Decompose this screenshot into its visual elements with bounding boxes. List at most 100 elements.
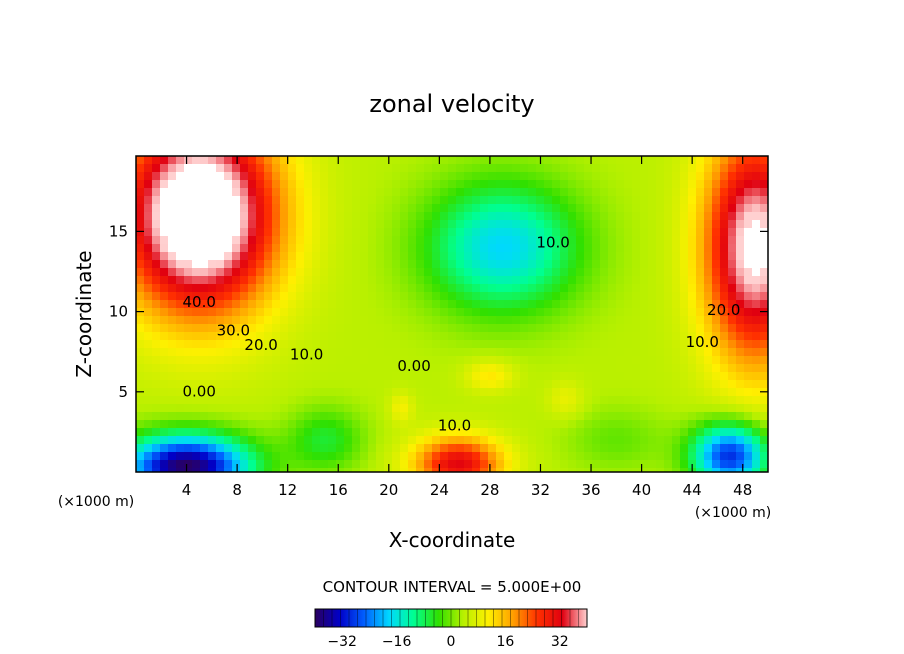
heatmap-cell [520, 252, 529, 261]
heatmap-cell [392, 436, 401, 445]
heatmap-cell [384, 396, 393, 405]
heatmap-cell [696, 324, 705, 333]
heatmap-cell [408, 380, 417, 389]
heatmap-cell [160, 260, 169, 269]
heatmap-cell [696, 156, 705, 165]
heatmap-cell [336, 420, 345, 429]
heatmap-cell [696, 268, 705, 277]
heatmap-cell [216, 228, 225, 237]
heatmap-cell [304, 212, 313, 221]
heatmap-cell [640, 348, 649, 357]
heatmap-cell [600, 428, 609, 437]
heatmap-cell [424, 156, 433, 165]
heatmap-cell [304, 172, 313, 181]
heatmap-cell [144, 364, 153, 373]
heatmap-cell [416, 340, 425, 349]
heatmap-cell [648, 220, 657, 229]
heatmap-cell [376, 444, 385, 453]
heatmap-cell [680, 204, 689, 213]
heatmap-cell [152, 164, 161, 173]
heatmap-cell [376, 300, 385, 309]
heatmap-cell [528, 236, 537, 245]
heatmap-cell [272, 316, 281, 325]
heatmap-cell [496, 260, 505, 269]
heatmap-cell [216, 284, 225, 293]
heatmap-cell [192, 212, 201, 221]
heatmap-cell [632, 180, 641, 189]
heatmap-cell [264, 468, 273, 472]
heatmap-cell [720, 212, 729, 221]
heatmap-cell [472, 164, 481, 173]
heatmap-cell [408, 308, 417, 317]
heatmap-cell [392, 300, 401, 309]
heatmap-cell [712, 268, 721, 277]
heatmap-cell [512, 212, 521, 221]
heatmap-cell [376, 276, 385, 285]
heatmap-cell [560, 204, 569, 213]
heatmap-cell [504, 220, 513, 229]
heatmap-cell [544, 364, 553, 373]
heatmap-cell [736, 212, 745, 221]
heatmap-cell [544, 292, 553, 301]
heatmap-cell [216, 404, 225, 413]
heatmap-cell [576, 244, 585, 253]
heatmap-cell [280, 252, 289, 261]
heatmap-cell [168, 388, 177, 397]
heatmap-cell [344, 308, 353, 317]
heatmap-cell [640, 276, 649, 285]
heatmap-cell [736, 468, 745, 472]
heatmap-cell [688, 252, 697, 261]
heatmap-cell [264, 388, 273, 397]
heatmap-cell [264, 364, 273, 373]
heatmap-cell [584, 356, 593, 365]
heatmap-cell [184, 172, 193, 181]
heatmap-cell [384, 220, 393, 229]
heatmap-cell [344, 356, 353, 365]
heatmap-cell [392, 260, 401, 269]
heatmap-cell [520, 468, 529, 472]
heatmap-cell [752, 268, 761, 277]
heatmap-cell [472, 412, 481, 421]
heatmap-cell [376, 260, 385, 269]
heatmap-cell [664, 268, 673, 277]
heatmap-cell [672, 228, 681, 237]
heatmap-cell [136, 396, 145, 405]
heatmap-cell [256, 156, 265, 165]
heatmap-cell [704, 284, 713, 293]
x-tick-label: 48 [733, 481, 752, 499]
heatmap-cell [688, 324, 697, 333]
heatmap-cell [560, 268, 569, 277]
heatmap-cell [336, 404, 345, 413]
heatmap-cell [392, 172, 401, 181]
heatmap-cell [520, 436, 529, 445]
heatmap-cell [408, 356, 417, 365]
heatmap-cell [384, 196, 393, 205]
heatmap-cell [248, 164, 257, 173]
heatmap-cell [424, 180, 433, 189]
heatmap-cell [408, 260, 417, 269]
heatmap-cell [152, 412, 161, 421]
heatmap-cell [632, 356, 641, 365]
heatmap-cell [488, 468, 497, 472]
heatmap-cell [256, 204, 265, 213]
heatmap-cell [432, 332, 441, 341]
heatmap-cell [680, 452, 689, 461]
heatmap-cell [248, 196, 257, 205]
heatmap-cell [648, 260, 657, 269]
heatmap-cell [160, 468, 169, 472]
x-tick-label: 40 [632, 481, 651, 499]
heatmap-cell [304, 460, 313, 469]
heatmap-cell [256, 276, 265, 285]
heatmap-cell [328, 284, 337, 293]
heatmap-cell [624, 156, 633, 165]
heatmap-cell [160, 364, 169, 373]
heatmap-cell [200, 332, 209, 341]
heatmap-cell [640, 428, 649, 437]
heatmap-cell [288, 316, 297, 325]
heatmap-cell [728, 444, 737, 453]
heatmap-cell [192, 452, 201, 461]
heatmap-cell [152, 340, 161, 349]
heatmap-cell [584, 212, 593, 221]
heatmap-cell [328, 444, 337, 453]
heatmap-cell [416, 212, 425, 221]
